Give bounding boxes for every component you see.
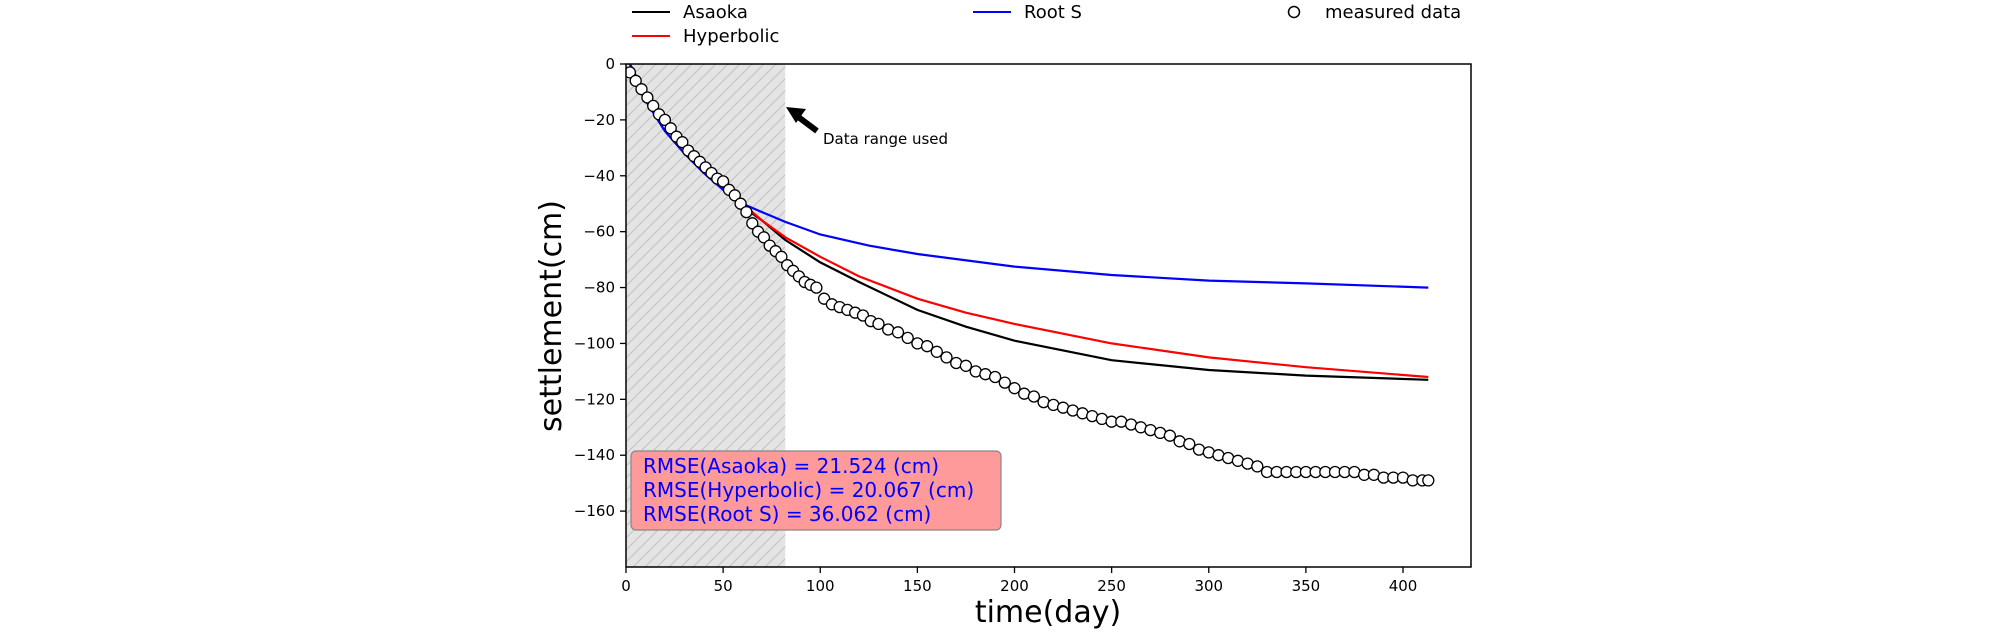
measured-point <box>940 351 953 364</box>
annotation-arrow-shaft <box>795 113 819 134</box>
legend: Asaoka Hyperbolic Root S measured data <box>632 2 1461 47</box>
measured-point <box>959 359 973 372</box>
measured-point <box>716 175 730 188</box>
x-tick-label: 0 <box>621 577 631 595</box>
rmse-root-s: RMSE(Root S) = 36.062 (cm) <box>643 502 931 526</box>
measured-point <box>626 66 637 79</box>
measured-point <box>647 99 660 113</box>
rmse-box: RMSE(Asaoka) = 21.524 (cm) RMSE(Hyperbol… <box>630 450 1002 531</box>
y-tick-label: −120 <box>574 390 615 408</box>
measured-point <box>757 231 771 244</box>
measured-point <box>728 189 741 202</box>
measured-point <box>930 345 943 358</box>
legend-measured-label: measured data <box>1325 2 1461 23</box>
measured-point <box>810 281 823 294</box>
measured-point <box>988 370 1002 384</box>
x-tick-label: 50 <box>714 577 733 595</box>
y-tick-label: −60 <box>583 223 615 241</box>
measured-point <box>635 83 648 96</box>
measured-point <box>872 317 885 331</box>
y-tick-label: −20 <box>583 111 615 129</box>
data-range-annotation: Data range used <box>786 107 948 148</box>
measured-point <box>891 326 905 339</box>
legend-asaoka-label: Asaoka <box>683 2 748 23</box>
measured-point <box>676 136 689 149</box>
x-tick-label: 350 <box>1292 577 1321 595</box>
measured-point <box>920 340 934 353</box>
y-tick-label: −160 <box>574 502 615 520</box>
x-tick-label: 150 <box>903 577 932 595</box>
y-axis: 0 −20 −40 −60 −80 −100 −120 −140 −160 <box>574 55 626 520</box>
x-tick-label: 400 <box>1389 577 1418 595</box>
measured-point <box>1027 390 1041 403</box>
rmse-box-background <box>630 450 1002 531</box>
measured-point <box>1163 429 1177 442</box>
measured-point <box>1251 460 1264 473</box>
y-tick-label: −40 <box>583 167 615 185</box>
annotation-arrow-head <box>786 107 806 123</box>
rmse-hyperbolic: RMSE(Hyperbolic) = 20.067 (cm) <box>643 478 974 502</box>
measured-point <box>658 113 672 127</box>
x-tick-label: 300 <box>1194 577 1223 595</box>
measured-point <box>629 74 642 87</box>
measured-point <box>746 217 759 230</box>
y-tick-label: −80 <box>583 279 615 297</box>
measured-point <box>901 331 914 345</box>
measured-point <box>740 205 753 219</box>
plot-frame <box>625 63 1472 568</box>
legend-roots-label: Root S <box>1024 2 1082 23</box>
measured-point <box>664 122 677 135</box>
measured-point <box>998 376 1011 389</box>
x-axis-label: time(day) <box>975 595 1121 630</box>
annotation-text: Data range used <box>823 130 948 148</box>
x-tick-label: 100 <box>806 577 835 595</box>
y-axis-label: settlement(cm) <box>534 200 569 432</box>
x-tick-label: 200 <box>1000 577 1029 595</box>
x-axis: 0 50 100 150 200 250 300 350 400 <box>621 567 1417 595</box>
legend-measured-marker <box>1287 5 1301 19</box>
measured-point <box>775 250 788 263</box>
measured-point <box>734 197 747 210</box>
measured-point <box>1422 474 1435 487</box>
measured-point <box>1183 437 1196 451</box>
measured-point <box>641 91 654 104</box>
legend-hyperbolic-label: Hyperbolic <box>683 26 779 47</box>
rmse-asaoka: RMSE(Asaoka) = 21.524 (cm) <box>643 454 939 478</box>
y-tick-label: −140 <box>574 446 615 464</box>
y-tick-label: −100 <box>574 334 615 352</box>
measured-data-markers <box>626 66 1435 487</box>
x-tick-label: 250 <box>1097 577 1126 595</box>
y-tick-label: 0 <box>605 55 615 73</box>
measured-point <box>1008 382 1021 395</box>
